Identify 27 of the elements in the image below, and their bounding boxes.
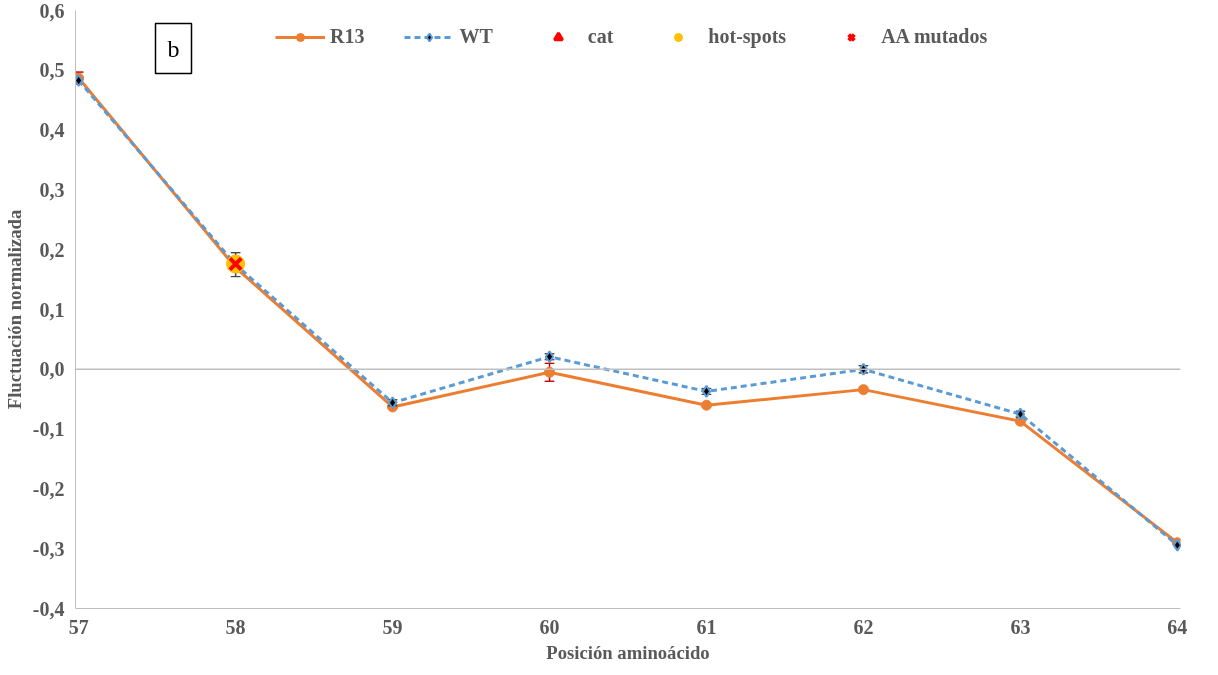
x-tick-label: 57 <box>68 615 89 638</box>
annotation: b <box>167 35 180 62</box>
y-tick-label: 0,2 <box>39 238 65 261</box>
x-axis-title: Posición aminoácido <box>546 641 710 663</box>
y-tick-label: 0,1 <box>39 298 65 321</box>
x-tick-label: 64 <box>1167 615 1188 638</box>
legend-label: R13 <box>330 25 365 48</box>
y-tick-label: -0,3 <box>32 537 65 560</box>
y-tick-label: -0,1 <box>32 418 65 441</box>
x-tick-label: 58 <box>225 615 246 638</box>
y-axis-title: Fluctuación normalizada <box>3 209 25 410</box>
y-tick-label: 0,0 <box>39 358 65 381</box>
x-tick-label: 62 <box>853 615 874 638</box>
y-tick-label: 0,4 <box>39 119 65 142</box>
y-tick-label: 0,6 <box>39 0 65 22</box>
y-tick-label: -0,2 <box>32 477 65 500</box>
x-tick-label: 63 <box>1010 615 1031 638</box>
y-tick-label: 0,5 <box>39 59 65 82</box>
x-tick-label: 60 <box>539 615 560 638</box>
legend-label: AA mutados <box>881 25 988 48</box>
x-tick-label: 59 <box>382 615 403 638</box>
y-tick-label: 0,3 <box>39 178 65 201</box>
legend-label: WT <box>459 25 493 48</box>
y-tick-label: -0,4 <box>32 597 65 620</box>
legend-label: hot-spots <box>708 25 787 48</box>
x-tick-label: 61 <box>696 615 717 638</box>
legend-label: cat <box>587 25 614 48</box>
